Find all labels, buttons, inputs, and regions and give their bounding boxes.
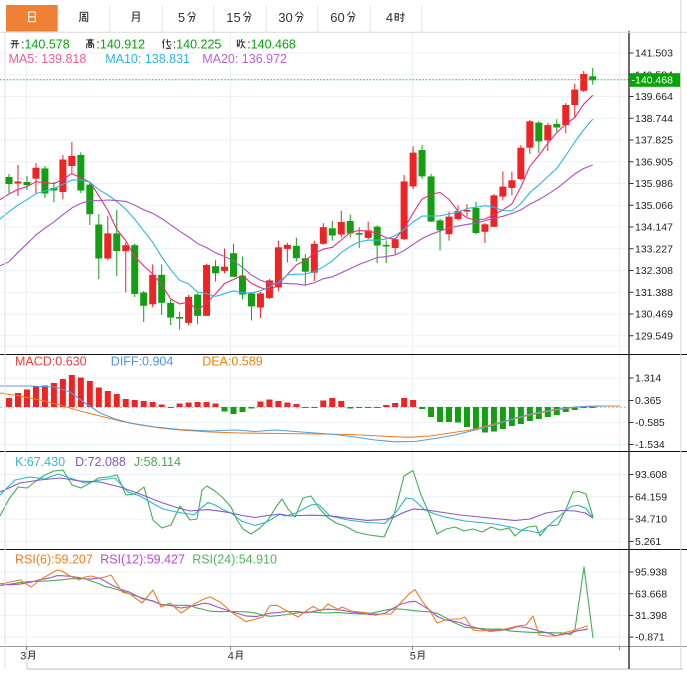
svg-text:-140.468: -140.468 (632, 74, 674, 86)
svg-text:31.398: 31.398 (635, 610, 667, 622)
svg-text:132.308: 132.308 (635, 265, 673, 277)
svg-text:34.710: 34.710 (635, 514, 667, 526)
svg-text::140.912: :140.912 (96, 38, 145, 52)
svg-text:63.668: 63.668 (635, 588, 667, 600)
svg-text:60: 60 (330, 10, 344, 25)
svg-text:5.261: 5.261 (635, 536, 661, 548)
svg-text:139.664: 139.664 (635, 91, 673, 103)
svg-text:-1.534: -1.534 (635, 439, 665, 451)
svg-text:133.227: 133.227 (635, 243, 673, 255)
svg-text:138.744: 138.744 (635, 113, 673, 125)
svg-text:1.314: 1.314 (635, 373, 661, 385)
svg-text:5: 5 (178, 10, 185, 25)
svg-text:64.159: 64.159 (635, 491, 667, 503)
svg-text:130.469: 130.469 (635, 309, 673, 321)
svg-text:131.388: 131.388 (635, 287, 673, 299)
svg-text:135.986: 135.986 (635, 178, 673, 190)
svg-text:0.365: 0.365 (635, 395, 661, 407)
svg-text:4: 4 (386, 10, 393, 25)
svg-text:95.938: 95.938 (635, 567, 667, 579)
svg-text:15: 15 (226, 10, 240, 25)
svg-text::140.225: :140.225 (173, 38, 222, 52)
svg-text:136.905: 136.905 (635, 156, 673, 168)
svg-text:4: 4 (228, 651, 234, 663)
svg-text:137.825: 137.825 (635, 135, 673, 147)
svg-text:141.503: 141.503 (635, 48, 673, 60)
svg-text:93.608: 93.608 (635, 469, 667, 481)
svg-text:3: 3 (20, 651, 26, 663)
svg-text::140.468: :140.468 (247, 38, 296, 52)
svg-text:5: 5 (410, 651, 416, 663)
svg-text:-0.585: -0.585 (635, 417, 665, 429)
svg-text:129.549: 129.549 (635, 330, 673, 342)
svg-text:30: 30 (278, 10, 292, 25)
svg-text:-0.871: -0.871 (635, 632, 665, 644)
svg-text:134.147: 134.147 (635, 222, 673, 234)
svg-text:135.066: 135.066 (635, 200, 673, 212)
svg-text::140.578: :140.578 (21, 38, 70, 52)
